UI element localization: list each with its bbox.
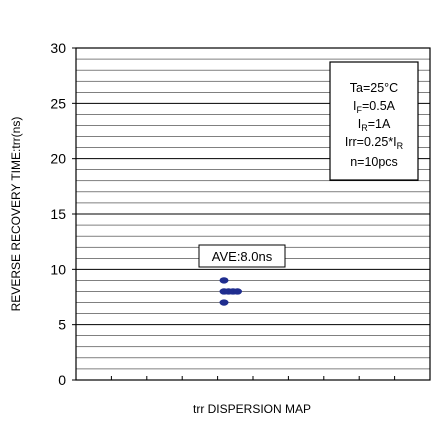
y-tick-label: 30 — [50, 40, 66, 56]
x-axis-ticks — [110, 376, 396, 380]
condition-line: IR=1A — [358, 117, 391, 133]
condition-line: Ta=25°C — [350, 81, 398, 95]
conditions-box: Ta=25°C IF=0.5A IR=1A Irr=0.25*IR n=10pcs — [329, 61, 419, 181]
y-tick-label: 20 — [50, 151, 66, 167]
condition-line: Irr=0.25*IR — [345, 135, 404, 151]
average-label: AVE:8.0ns — [212, 249, 273, 264]
data-points — [219, 277, 242, 306]
y-axis-ticks: 0 5 10 15 20 25 30 — [50, 40, 76, 388]
y-tick-label: 15 — [50, 206, 66, 222]
y-tick-label: 25 — [50, 95, 66, 111]
condition-line: IF=0.5A — [353, 99, 396, 115]
y-axis-label: REVERSE RECOVERY TIME:trr(ns) — [9, 117, 23, 312]
y-tick-label: 10 — [50, 261, 66, 277]
data-point — [233, 288, 242, 295]
x-axis-label: trr DISPERSION MAP — [193, 402, 311, 416]
condition-line: n=10pcs — [350, 155, 398, 169]
y-tick-label: 5 — [58, 317, 66, 333]
y-tick-label: 0 — [58, 372, 66, 388]
data-point — [219, 277, 229, 284]
data-point — [219, 299, 229, 306]
average-box: AVE:8.0ns — [198, 244, 286, 268]
